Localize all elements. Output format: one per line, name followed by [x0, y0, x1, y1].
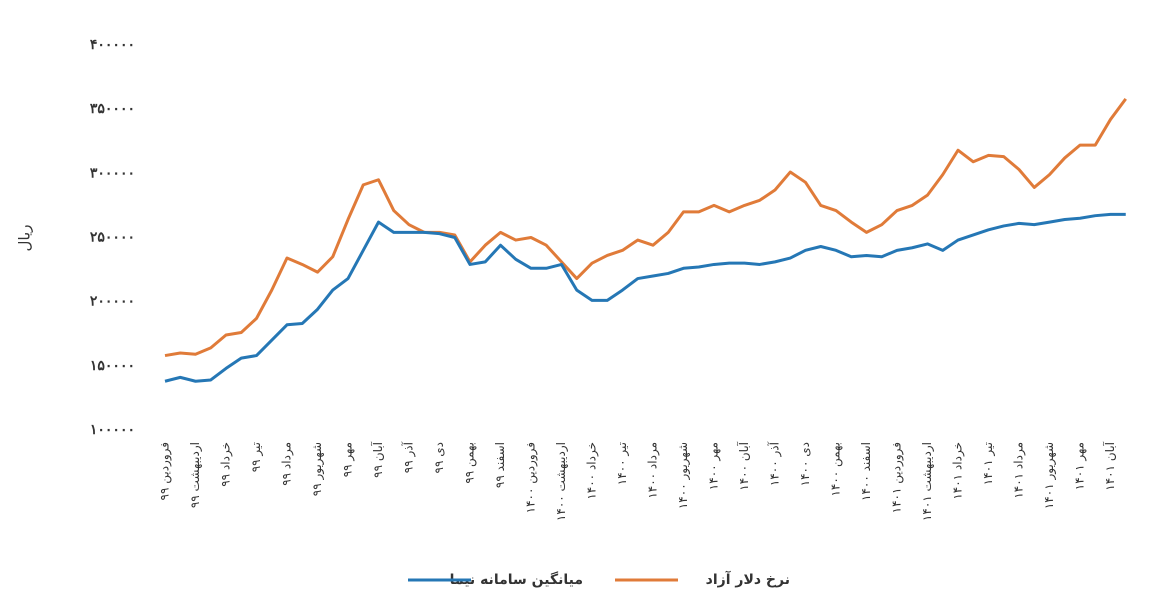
- x-tick-label: فروردین ۹۹: [158, 442, 173, 500]
- y-tick-label: ۲۰۰۰۰۰: [90, 294, 135, 310]
- x-tick-label: مهر ۱۴۰۱: [1073, 442, 1088, 490]
- legend-label: نرخ دلار آزاد: [706, 570, 790, 588]
- x-tick-label: شهریور ۱۴۰۰: [676, 442, 691, 509]
- x-tick-label: شهریور ۱۴۰۱: [1042, 442, 1057, 509]
- x-tick-label: آبان ۱۴۰۱: [1102, 441, 1117, 490]
- line-series: [164, 212, 1126, 383]
- x-tick-label: مهر ۱۴۰۰: [707, 442, 722, 490]
- x-tick-label: اردیبهشت ۹۹: [188, 442, 203, 508]
- x-tick-label: آبان ۹۹: [370, 441, 385, 478]
- y-axis-label: ریال: [16, 225, 34, 252]
- x-tick-label: مرداد ۹۹: [280, 442, 295, 486]
- x-tick-label: تیر ۱۴۰۰: [615, 442, 630, 485]
- x-tick-label: بهمن ۹۹: [463, 442, 478, 484]
- x-tick-label: تیر ۹۹: [249, 442, 264, 472]
- x-tick-label: شهریور ۹۹: [310, 442, 325, 496]
- x-tick-label: فروردین ۱۴۰۱: [890, 442, 905, 513]
- x-tick-label: مرداد ۱۴۰۱: [1012, 442, 1027, 499]
- x-tick-label: دی ۹۹: [432, 442, 446, 473]
- x-tick-label: خرداد ۱۴۰۱: [951, 442, 966, 500]
- x-tick-label: اسفند ۹۹: [493, 442, 507, 488]
- x-tick-label: اردیبهشت ۱۴۰۱: [920, 442, 935, 521]
- x-tick-label: تیر ۱۴۰۱: [981, 442, 996, 485]
- x-tick-label: اسفند ۱۴۰۰: [859, 442, 873, 501]
- x-tick-label: اردیبهشت ۱۴۰۰: [554, 442, 569, 521]
- line-series: [164, 98, 1127, 358]
- legend-label: میانگین سامانه نیما: [450, 571, 583, 588]
- y-tick-label: ۲۵۰۰۰۰: [90, 230, 135, 246]
- x-tick-label: خرداد ۹۹: [219, 442, 234, 487]
- y-tick-label: ۳۰۰۰۰۰: [90, 165, 135, 181]
- x-tick-label: آبان ۱۴۰۰: [736, 441, 751, 490]
- y-tick-label: ۳۵۰۰۰۰: [90, 101, 135, 117]
- x-tick-label: بهمن ۱۴۰۰: [829, 442, 844, 497]
- x-tick-label: مرداد ۱۴۰۰: [646, 442, 661, 499]
- x-tick-label: آذر ۱۴۰۰: [767, 441, 783, 486]
- y-tick-label: ۱۰۰۰۰۰: [90, 422, 135, 438]
- x-tick-label: دی ۱۴۰۰: [798, 442, 812, 486]
- y-tick-label: ۴۰۰۰۰۰: [90, 37, 135, 53]
- x-tick-label: مهر ۹۹: [341, 442, 356, 477]
- y-tick-label: ۱۵۰۰۰۰: [90, 358, 135, 374]
- x-tick-label: آذر ۹۹: [401, 441, 417, 473]
- x-tick-label: فروردین ۱۴۰۰: [524, 442, 539, 513]
- x-tick-label: خرداد ۱۴۰۰: [585, 442, 600, 500]
